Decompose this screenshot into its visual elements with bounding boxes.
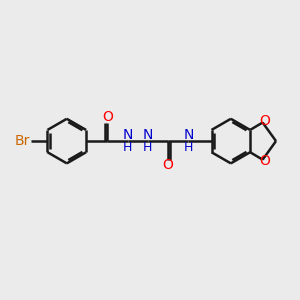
Text: O: O <box>260 114 270 128</box>
Text: H: H <box>184 141 193 154</box>
Text: O: O <box>260 154 270 168</box>
Text: Br: Br <box>14 134 30 148</box>
Text: O: O <box>102 110 113 124</box>
Text: N: N <box>183 128 194 142</box>
Text: O: O <box>163 158 174 172</box>
Text: N: N <box>122 128 133 142</box>
Text: N: N <box>143 128 153 142</box>
Text: H: H <box>143 141 153 154</box>
Text: H: H <box>123 141 132 154</box>
